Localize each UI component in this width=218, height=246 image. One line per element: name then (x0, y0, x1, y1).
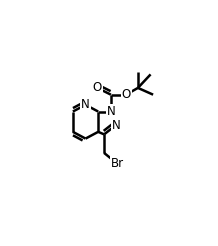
Text: Br: Br (111, 157, 124, 170)
Text: O: O (93, 81, 102, 94)
Text: N: N (112, 119, 120, 132)
Text: N: N (81, 98, 90, 111)
Text: O: O (121, 88, 131, 101)
Text: N: N (107, 105, 115, 118)
